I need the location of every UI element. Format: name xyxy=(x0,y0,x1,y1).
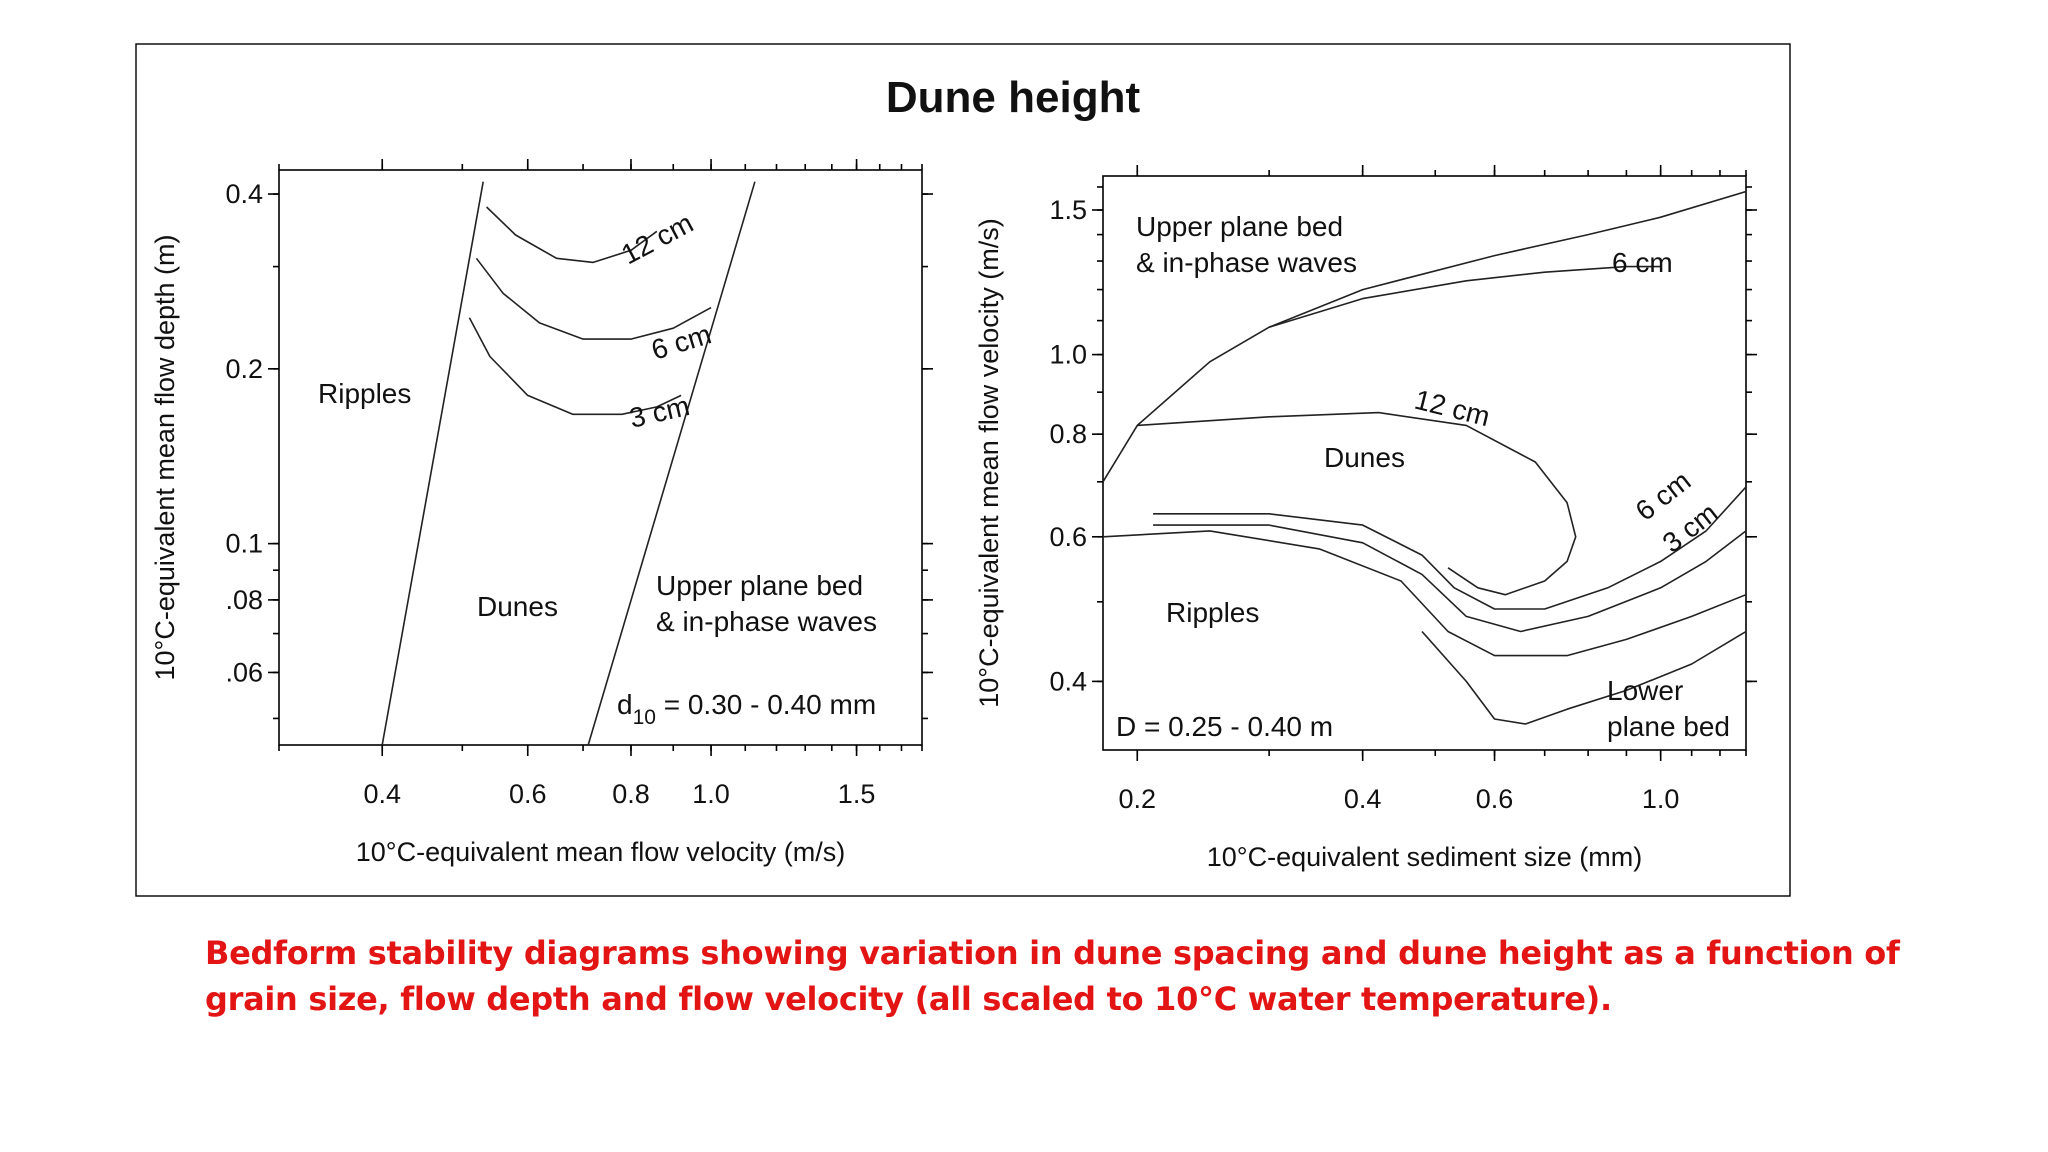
annotation-suffix: = 0.30 - 0.40 mm xyxy=(656,689,876,720)
region-label-upper-plane-bed: Upper plane bed xyxy=(1136,211,1343,242)
depth-annotation: D = 0.25 - 0.40 m xyxy=(1116,711,1333,742)
region-label-lower: Lower xyxy=(1607,675,1683,706)
boundary-line xyxy=(1103,190,1746,483)
annotation-prefix: d xyxy=(617,689,633,720)
region-label-in-phase-waves: & in-phase waves xyxy=(1136,247,1357,278)
y-tick-label: 1.5 xyxy=(1049,195,1087,225)
y-tick-label: 0.4 xyxy=(225,179,263,209)
region-label-in-phase-waves: & in-phase waves xyxy=(656,606,877,637)
region-label-plane-bed: plane bed xyxy=(1607,711,1730,742)
region-label-dunes: Dunes xyxy=(1324,442,1405,473)
series-line-6-cm xyxy=(1268,265,1661,328)
curve-label-6cm-upper: 6 cm xyxy=(1612,247,1673,278)
y-axis-label: 10°C-equivalent mean flow depth (m) xyxy=(150,234,180,680)
region-label-ripples: Ripples xyxy=(1166,597,1259,628)
y-tick-label: 0.8 xyxy=(1049,419,1087,449)
boundary-line xyxy=(381,181,484,745)
annotation-subscript: 10 xyxy=(633,706,656,729)
y-axis-label: 10°C-equivalent mean flow velocity (m/s) xyxy=(974,218,1004,707)
region-label-ripples: Ripples xyxy=(318,378,411,409)
x-axis-label: 10°C-equivalent sediment size (mm) xyxy=(1207,842,1642,872)
region-label-dunes: Dunes xyxy=(477,591,558,622)
x-tick-label: 0.4 xyxy=(1344,784,1382,814)
figure-caption: Bedform stability diagrams showing varia… xyxy=(205,934,1900,1018)
boundary-line xyxy=(1103,530,1746,657)
series-group xyxy=(1103,190,1746,725)
y-tick-label: 1.0 xyxy=(1049,340,1087,370)
x-tick-label: 0.4 xyxy=(363,779,401,809)
x-tick-label: 0.8 xyxy=(612,779,650,809)
chart-right: 0.2 0.4 0.6 1.0 1.5 1.0 0.8 0.6 0.4 10°C-equivale… xyxy=(974,165,1757,872)
series-line-12-cm xyxy=(1137,411,1577,596)
series-line-6-cm xyxy=(1153,486,1746,610)
figure-title: Dune height xyxy=(886,73,1141,122)
plot-frame xyxy=(1102,175,1747,751)
series-line-3-cm xyxy=(468,317,682,416)
y-tick-label: 0.1 xyxy=(225,529,263,559)
x-tick-label: 0.6 xyxy=(1476,784,1514,814)
x-axis-label: 10°C-equivalent mean flow velocity (m/s) xyxy=(356,837,845,867)
series-line-6-cm xyxy=(475,257,712,340)
y-tick-label: 0.6 xyxy=(1049,522,1087,552)
x-tick-label: 0.6 xyxy=(509,779,547,809)
x-tick-label: 0.2 xyxy=(1118,784,1156,814)
figure-frame xyxy=(135,43,1791,897)
y-tick-label: 0.2 xyxy=(225,354,263,384)
x-tick-label: 1.0 xyxy=(1642,784,1680,814)
y-tick-label: 0.4 xyxy=(1049,666,1087,696)
series-group xyxy=(381,181,756,745)
plot-frame xyxy=(278,169,923,746)
boundary-line xyxy=(1421,630,1746,725)
y-tick-label: .08 xyxy=(225,585,263,615)
series-line-12-cm xyxy=(486,206,658,264)
sediment-annotation: d10 = 0.30 - 0.40 mm xyxy=(617,689,876,729)
y-tick-label: .06 xyxy=(225,657,263,687)
region-label-upper-plane-bed: Upper plane bed xyxy=(656,570,863,601)
series-line-3-cm xyxy=(1153,524,1746,633)
boundary-line xyxy=(587,181,756,745)
x-tick-label: 1.0 xyxy=(692,779,730,809)
x-tick-label: 1.5 xyxy=(838,779,876,809)
